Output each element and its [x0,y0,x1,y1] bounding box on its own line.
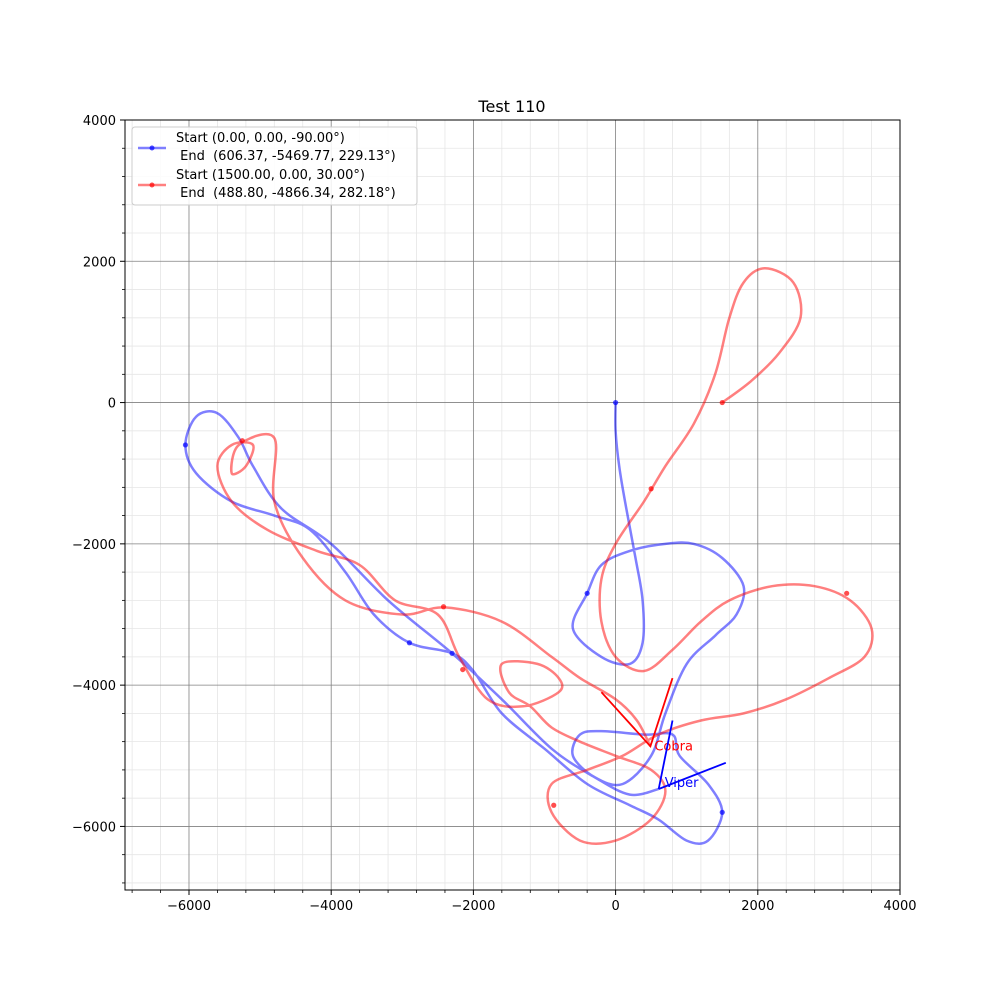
x-tick-label: 0 [611,899,619,914]
viper-marker-line [657,720,674,790]
blue-trajectory-point [449,650,455,656]
viper-marker-label: Viper [665,776,699,791]
blue-trajectory-point [584,590,590,596]
red-trajectory-point [440,604,447,610]
y-tick-label: −4000 [72,679,116,694]
y-axis: 4000 2000 0 −2000 −4000 −6000 [72,114,125,884]
minor-grid [125,120,900,890]
vehicle-marker-layer: Cobra Viper [600,677,727,791]
series-layer [182,267,874,845]
legend-swatch-blue-dot [149,145,155,151]
viper-marker-line [658,761,727,790]
red-trajectory-point [239,438,245,444]
legend-box [131,126,418,206]
x-tick-label: −2000 [451,899,495,914]
red-trajectory-point [648,486,654,492]
y-tick-label: 4000 [83,114,116,129]
cobra-marker-label: Cobra [654,739,693,754]
red-trajectory-point [844,590,850,596]
chart-title: Test 110 [477,97,545,116]
x-tick-label: 2000 [741,899,774,914]
red-trajectory-point [460,666,466,673]
plot-area: Cobra Viper [124,119,901,891]
blue-trajectory-point [406,640,413,646]
x-tick-label: −6000 [167,899,211,914]
x-tick-label: −4000 [309,899,353,914]
legend-series-2-line-1: Start (1500.00, 0.00, 30.00°) [176,168,365,183]
blue-trajectory-point [612,399,619,406]
red-trajectory-line [216,267,874,845]
legend: Start (0.00, 0.00, -90.00°) End (606.37,… [131,126,418,206]
blue-trajectory-point [719,809,725,815]
plot-background [125,120,900,890]
blue-trajectory-point [182,442,189,448]
legend-series-1-line-1: Start (0.00, 0.00, -90.00°) [176,131,345,146]
red-trajectory-point [719,399,725,406]
plot-frame [124,119,901,891]
y-tick-label: −6000 [72,820,116,835]
y-tick-label: 0 [108,397,116,412]
red-trajectory-point [551,802,557,808]
legend-series-1-line-2: End (606.37, -5469.77, 229.13°) [176,149,396,164]
y-tick-label: 2000 [83,255,116,270]
x-tick-label: 4000 [883,899,916,914]
legend-series-2-line-2: End (488.80, -4866.34, 282.18°) [176,186,396,201]
y-tick-label: −2000 [72,538,116,553]
cobra-marker-line [600,677,674,749]
x-axis: −6000 −4000 −2000 0 2000 4000 [131,890,917,914]
legend-swatch-red-dot [149,182,155,188]
